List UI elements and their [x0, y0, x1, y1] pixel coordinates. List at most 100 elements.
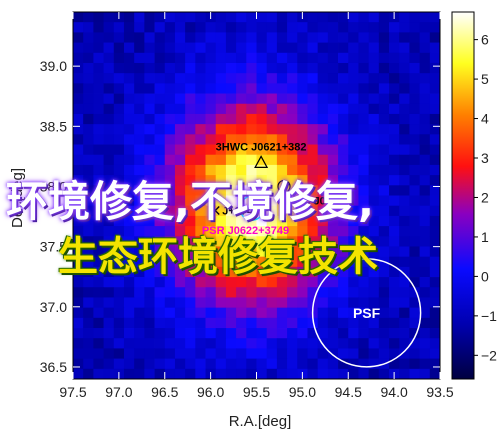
heatmap-cell — [246, 164, 257, 176]
heatmap-cell — [276, 226, 288, 237]
heatmap-cell — [73, 42, 84, 54]
heatmap-cell — [327, 154, 339, 166]
heatmap-cell — [368, 12, 380, 23]
heatmap-cell — [195, 226, 206, 237]
heatmap-cell — [185, 226, 196, 237]
heatmap-cell — [389, 52, 400, 64]
heatmap-cell — [389, 317, 400, 329]
heatmap-cell — [409, 83, 421, 94]
heatmap-cell — [256, 103, 268, 115]
heatmap-cell — [103, 277, 115, 288]
heatmap-cell — [164, 368, 176, 379]
heatmap-cell — [195, 307, 206, 319]
heatmap-cell — [317, 124, 329, 135]
heatmap-cell — [154, 297, 166, 309]
heatmap-cell — [317, 205, 329, 217]
heatmap-cell — [174, 134, 186, 145]
heatmap-cell — [164, 297, 176, 309]
heatmap-cell — [317, 62, 329, 74]
heatmap-cell — [93, 185, 104, 196]
heatmap-cell — [113, 307, 125, 319]
heatmap-cell — [307, 52, 319, 64]
heatmap-cell — [246, 328, 257, 339]
heatmap-cell — [113, 52, 125, 64]
heatmap-cell — [215, 317, 227, 329]
heatmap-cell — [123, 22, 135, 33]
heatmap-cell — [103, 348, 115, 360]
heatmap-cell — [409, 277, 421, 288]
heatmap-cell — [348, 52, 359, 64]
heatmap-cell — [338, 317, 349, 329]
heatmap-cell — [276, 73, 288, 84]
heatmap-cell — [215, 134, 227, 145]
heatmap-cell — [205, 236, 217, 247]
heatmap-cell — [144, 42, 155, 54]
heatmap-cell — [103, 215, 115, 227]
heatmap-cell — [276, 134, 288, 145]
heatmap-cell — [103, 32, 115, 43]
heatmap-cell — [256, 185, 268, 196]
heatmap-cell — [185, 154, 196, 166]
heatmap-cell — [134, 307, 145, 319]
heatmap-cell — [338, 307, 349, 319]
heatmap-cell — [389, 338, 400, 349]
heatmap-cell — [225, 154, 237, 166]
heatmap-cell — [276, 266, 288, 278]
colorbar-axis: −2 −1 0 1 2 3 4 5 6 — [474, 32, 497, 363]
heatmap-cell — [389, 83, 400, 94]
heatmap-cell — [399, 307, 410, 319]
heatmap-cell — [174, 246, 186, 258]
heatmap-cell — [287, 215, 298, 227]
heatmap-cell — [174, 113, 186, 125]
heatmap-cell — [307, 215, 319, 227]
heatmap-cell — [409, 113, 421, 125]
heatmap-cell — [419, 256, 431, 268]
heatmap-cell — [174, 256, 186, 268]
heatmap-cell — [338, 195, 349, 207]
heatmap-cell — [419, 134, 431, 145]
heatmap-cell — [205, 144, 217, 156]
heatmap-cell — [174, 22, 186, 33]
heatmap-cell — [297, 236, 308, 247]
heatmap-cell — [205, 226, 217, 237]
heatmap-cell — [83, 266, 94, 278]
heatmap-cell — [317, 236, 329, 247]
heatmap-cell — [83, 338, 94, 349]
heatmap-cell — [256, 73, 268, 84]
heatmap-cell — [246, 348, 257, 360]
heatmap-cell — [225, 83, 237, 94]
heatmap-cell — [429, 42, 440, 54]
heatmap-cell — [419, 348, 431, 360]
heatmap-cell — [83, 175, 94, 186]
heatmap-cell — [419, 297, 431, 309]
heatmap-cell — [73, 307, 84, 319]
heatmap-cell — [236, 103, 247, 115]
heatmap-cell — [73, 317, 84, 329]
heatmap-cell — [215, 358, 227, 370]
heatmap-cell — [307, 134, 319, 145]
heatmap-cell — [358, 246, 370, 258]
heatmap-cell — [307, 175, 319, 186]
heatmap-cell — [297, 317, 308, 329]
heatmap-cell — [185, 83, 196, 94]
heatmap-cell — [327, 12, 339, 23]
heatmap-cell — [266, 348, 278, 360]
heatmap-cell — [317, 32, 329, 43]
heatmap-cell — [205, 215, 217, 227]
heatmap-cell — [123, 134, 135, 145]
heatmap-cell — [368, 368, 380, 379]
heatmap-cell — [358, 266, 370, 278]
heatmap-cell — [73, 164, 84, 176]
heatmap-cell — [174, 215, 186, 227]
heatmap-cell — [338, 124, 349, 135]
heatmap-cell — [236, 83, 247, 94]
heatmap-cell — [195, 215, 206, 227]
heatmap-cell — [419, 317, 431, 329]
heatmap-cell — [378, 83, 390, 94]
heatmap-cell — [113, 73, 125, 84]
heatmap-cell — [409, 144, 421, 156]
heatmap-cell — [399, 348, 410, 360]
heatmap-cell — [195, 22, 206, 33]
heatmap-cell — [297, 307, 308, 319]
heatmap-cell — [256, 277, 268, 288]
